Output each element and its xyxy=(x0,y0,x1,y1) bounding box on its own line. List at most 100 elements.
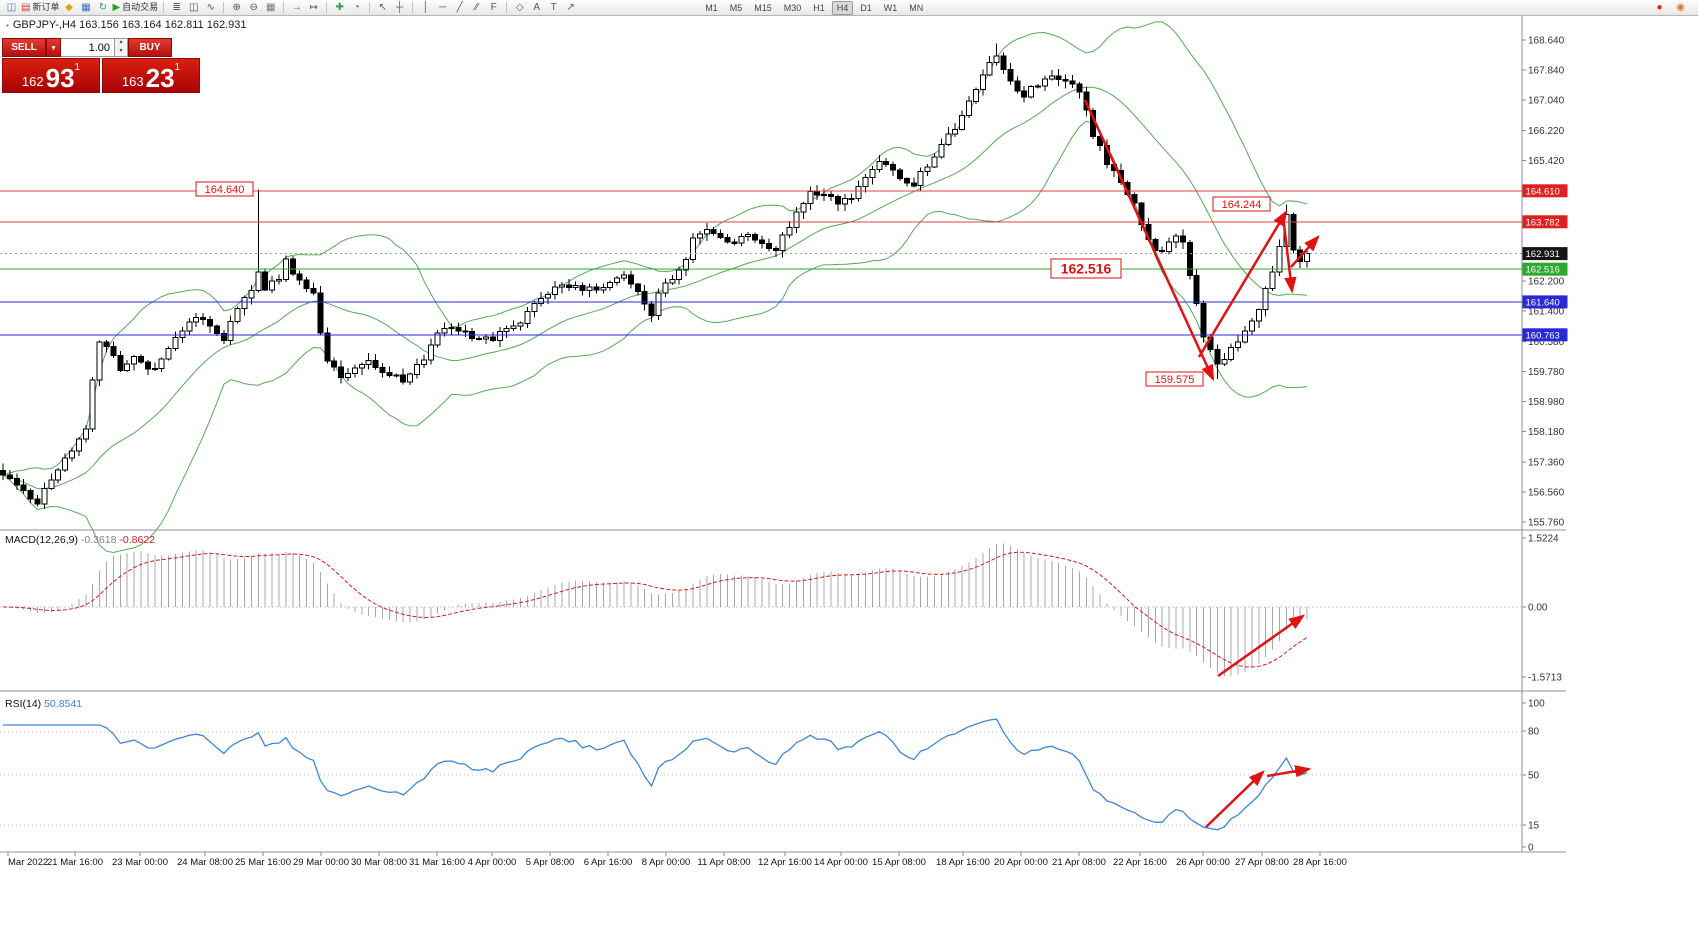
arrows-tool-icon[interactable]: ↗ xyxy=(566,1,575,13)
shapes-icon[interactable]: ◇ xyxy=(515,1,524,13)
rsi-panel: RSI(14) 50.8541 100 80 50 15 0 xyxy=(0,698,1545,854)
rsi-trend-arrow[interactable] xyxy=(1266,765,1312,778)
timeframe-h1-button[interactable]: H1 xyxy=(813,2,825,13)
svg-text:162.200: 162.200 xyxy=(1528,277,1565,288)
buy-price-pips: 23 xyxy=(145,63,175,93)
svg-text:6 Apr 16:00: 6 Apr 16:00 xyxy=(584,857,633,868)
timeframe-mn-button[interactable]: MN xyxy=(909,2,924,13)
svg-text:30 Mar 08:00: 30 Mar 08:00 xyxy=(351,857,407,868)
svg-text:162.516: 162.516 xyxy=(1061,261,1112,277)
svg-text:24 Mar 08:00: 24 Mar 08:00 xyxy=(177,857,233,868)
order-type-dropdown[interactable]: ▾ xyxy=(46,38,61,57)
volume-input[interactable] xyxy=(61,38,115,57)
svg-text:21 Apr 08:00: 21 Apr 08:00 xyxy=(1052,857,1106,868)
zoom-out-icon[interactable]: ⊖ xyxy=(249,1,258,13)
timeframe-m30-button[interactable]: M30 xyxy=(783,2,802,13)
price-annotations[interactable]: 164.640 164.244 162.516 159.575 xyxy=(195,181,1271,387)
svg-text:29 Mar 00:00: 29 Mar 00:00 xyxy=(293,857,349,868)
equidistant-channel-icon[interactable]: ∕∕ xyxy=(475,1,479,13)
buy-price-button[interactable]: 163 23 1 xyxy=(102,58,200,93)
svg-text:23 Mar 00:00: 23 Mar 00:00 xyxy=(112,857,168,868)
cursor-icon[interactable]: ↖ xyxy=(378,1,387,13)
timeframe-h4-button[interactable]: H4 xyxy=(831,0,854,15)
toolbar-separator xyxy=(223,2,225,13)
toolbar-separator xyxy=(326,2,328,13)
chart-area[interactable]: 164.640 164.244 162.516 159.575 168.640 167.8… xyxy=(0,16,1698,940)
period-clock-icon[interactable]: ◔ xyxy=(353,1,360,13)
price-badge xyxy=(1522,262,1568,276)
svg-text:162.931: 162.931 xyxy=(1526,249,1560,260)
sell-price-pips: 93 xyxy=(45,63,75,93)
sell-price-sup: 1 xyxy=(74,62,81,73)
auto-scroll-icon[interactable]: → xyxy=(291,1,302,13)
zoom-in-icon[interactable]: ⊕ xyxy=(232,1,241,13)
market-watch-icon[interactable]: ▦ xyxy=(81,1,91,13)
crosshair-icon[interactable]: ┼ xyxy=(396,1,404,13)
svg-text:12 Apr 16:00: 12 Apr 16:00 xyxy=(758,857,812,868)
text-icon[interactable]: A xyxy=(533,1,541,13)
volume-down-icon[interactable]: ▾ xyxy=(119,47,123,54)
volume-stepper[interactable]: ▴ ▾ xyxy=(115,38,128,57)
chart-shift-icon[interactable]: ↦ xyxy=(309,1,318,13)
trend-arrow xyxy=(1290,235,1320,268)
toolbar-separator xyxy=(412,2,414,13)
svg-text:-1.5713: -1.5713 xyxy=(1528,673,1562,684)
horizontal-line-icon[interactable]: ─ xyxy=(439,1,447,13)
svg-text:28 Apr 16:00: 28 Apr 16:00 xyxy=(1293,857,1347,868)
svg-text:167.840: 167.840 xyxy=(1528,65,1565,76)
timeframe-m1-button[interactable]: M1 xyxy=(705,2,718,13)
svg-text:Mar 2022: Mar 2022 xyxy=(8,857,48,868)
price-badge xyxy=(1522,215,1568,229)
macd-trend-arrow[interactable] xyxy=(1217,614,1306,678)
svg-text:163.782: 163.782 xyxy=(1526,217,1560,228)
rsi-trend-arrow[interactable] xyxy=(1205,770,1265,828)
svg-text:RSI(14) 50.8541: RSI(14) 50.8541 xyxy=(5,698,82,710)
price-axis[interactable]: 168.640 167.840 167.040 166.220 165.420 162.2… xyxy=(1522,36,1568,529)
svg-text:80: 80 xyxy=(1528,727,1540,738)
macd-signal-line xyxy=(2,551,1308,668)
buy-price-sup: 1 xyxy=(174,62,181,73)
sell-button[interactable]: SELL xyxy=(2,38,46,57)
line-chart-icon[interactable]: ∿ xyxy=(206,1,215,13)
fibonacci-icon[interactable]: F xyxy=(490,1,497,13)
styler-icon[interactable]: ◆ xyxy=(65,1,73,13)
svg-text:22 Apr 16:00: 22 Apr 16:00 xyxy=(1113,857,1167,868)
alerts-icon[interactable]: ◉ xyxy=(1676,1,1685,13)
sell-price-button[interactable]: 162 93 1 xyxy=(2,58,100,93)
svg-text:158.980: 158.980 xyxy=(1528,397,1565,408)
timeframe-m15-button[interactable]: M15 xyxy=(754,2,772,13)
label-icon[interactable]: T xyxy=(550,1,557,13)
svg-text:164.640: 164.640 xyxy=(205,184,245,196)
auto-trading-icon[interactable]: ▶ 自动交易 xyxy=(112,1,159,13)
vertical-line-icon[interactable]: │ xyxy=(422,1,429,13)
refresh-icon[interactable]: ↻ xyxy=(98,1,108,13)
candles-chart-icon[interactable]: ◫ xyxy=(188,1,199,13)
buy-button[interactable]: BUY xyxy=(128,38,172,57)
svg-text:158.180: 158.180 xyxy=(1528,427,1565,438)
bars-chart-icon[interactable]: ≣ xyxy=(172,1,181,13)
new-chart-icon[interactable]: ◫ xyxy=(6,1,17,13)
svg-text:162.516: 162.516 xyxy=(1526,265,1560,276)
main-toolbar: ◫ ▤ 新订单 ◆ ▦ ↻ ▶ 自动交易 ≣ ◫ ∿ ⊕ ⊖ ▦ → ↦ ✚ ◔ ↖ ┼ │ ─ ╱ ∕∕ F ◇ A T ↗ M1 M5 M… xyxy=(0,0,1698,16)
new-order-icon[interactable]: ▤ 新订单 xyxy=(21,1,60,13)
macd-histogram xyxy=(9,543,1308,677)
bollinger-bands xyxy=(2,21,1308,554)
candles-layer xyxy=(0,43,1311,510)
volume-up-icon[interactable]: ▴ xyxy=(119,39,123,45)
record-icon[interactable]: ● xyxy=(1656,1,1663,13)
svg-text:11 Apr 08:00: 11 Apr 08:00 xyxy=(697,857,750,868)
svg-text:100: 100 xyxy=(1528,699,1545,710)
buy-price-base: 163 xyxy=(121,74,144,89)
horizontal-level-lines[interactable] xyxy=(0,190,1522,336)
timeframe-d1-button[interactable]: D1 xyxy=(860,2,872,13)
tile-windows-icon[interactable]: ▦ xyxy=(265,1,276,13)
timeframe-w1-button[interactable]: W1 xyxy=(883,2,898,13)
timeframe-m5-button[interactable]: M5 xyxy=(729,2,743,13)
svg-text:155.760: 155.760 xyxy=(1528,518,1565,529)
trendline-icon[interactable]: ╱ xyxy=(456,1,463,13)
svg-text:14 Apr 00:00: 14 Apr 00:00 xyxy=(814,857,868,868)
trend-arrows[interactable] xyxy=(1083,99,1320,382)
add-indicator-icon[interactable]: ✚ xyxy=(335,1,344,13)
price-badge xyxy=(1522,295,1568,309)
